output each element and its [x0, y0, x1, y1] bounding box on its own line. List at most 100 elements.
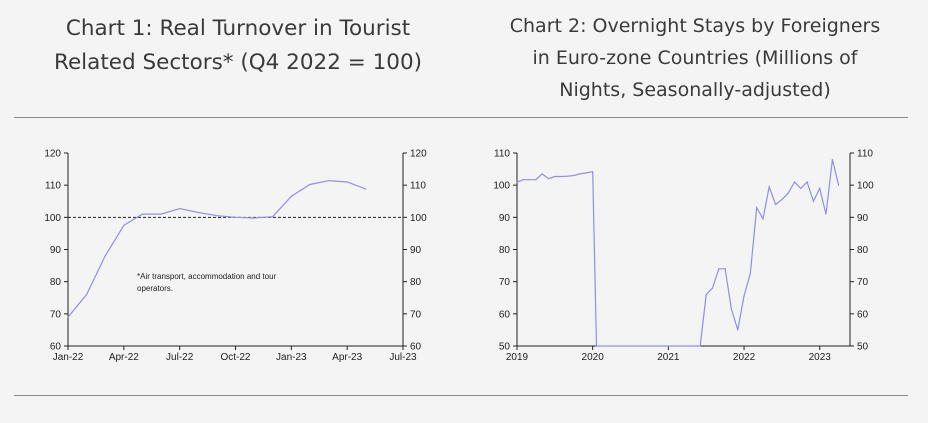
- chart2-data-point: [535, 179, 537, 181]
- top-divider: [14, 117, 908, 118]
- chart2-xtick-label: 2021: [657, 352, 680, 363]
- chart1-annotation-line1: *Air transport, accommodation and tour: [137, 272, 277, 281]
- chart2-ytick-label-right: 70: [857, 277, 869, 288]
- chart1-data-point: [290, 195, 292, 198]
- chart1-ytick-label-right: 100: [410, 213, 427, 224]
- chart2-xtick-label: 2022: [733, 352, 756, 363]
- chart1-data-point: [141, 213, 144, 215]
- chart2-data-point: [730, 308, 733, 310]
- chart2-title-line2: in Euro-zone Countries (Millions of: [532, 47, 858, 69]
- chart2-data-point: [585, 172, 588, 174]
- chart2-data-point: [743, 295, 745, 297]
- chart1-data-point: [179, 208, 181, 210]
- chart2-data-point: [838, 184, 840, 186]
- chart1-ytick-label-right: 110: [410, 181, 426, 192]
- chart1-ytick-label-left: 60: [50, 342, 62, 353]
- chart2-data-point: [566, 175, 569, 177]
- chart2-data-point: [762, 218, 764, 220]
- chart1-xtick-label: Jul-23: [389, 352, 417, 363]
- chart2-data-point: [522, 179, 524, 181]
- chart1-data-point: [272, 216, 274, 218]
- chart2-ytick-label-right: 100: [857, 181, 874, 192]
- chart1-ytick-label-left: 120: [44, 149, 61, 160]
- chart2-data-point: [573, 174, 575, 177]
- chart2-ytick-label-right: 80: [857, 245, 869, 256]
- chart2-ytick-label-left: 110: [494, 149, 510, 160]
- chart2-xtick-label: 2020: [582, 352, 605, 363]
- chart2-data-point: [541, 173, 543, 175]
- chart2-ytick-label-right: 90: [857, 213, 869, 224]
- chart2-data-point: [718, 268, 720, 270]
- chart2-ytick-label-left: 50: [499, 342, 511, 353]
- chart2-data-point: [775, 203, 777, 206]
- chart2-ytick-label-right: 50: [857, 342, 869, 353]
- chart1-data-point: [160, 213, 162, 215]
- chart2-data-point: [711, 287, 714, 289]
- chart1-ytick-label-left: 70: [50, 309, 62, 320]
- chart1-data-point: [197, 211, 199, 214]
- chart1-ytick-label-left: 90: [50, 245, 62, 256]
- chart1-data-point: [86, 293, 88, 296]
- chart1-xtick-label: Jan-23: [276, 352, 307, 363]
- chart2-ytick-label-left: 90: [499, 213, 511, 224]
- chart2-data-point: [749, 273, 751, 275]
- chart2-data-point: [529, 179, 531, 181]
- chart2-data-point: [831, 158, 833, 161]
- chart1-xtick-label: Jan-22: [53, 352, 84, 363]
- chart1-series-line: [67, 180, 367, 318]
- chart1-ytick-label-right: 120: [410, 149, 427, 160]
- chart2-data-point: [819, 187, 821, 189]
- chart2-data-point: [595, 345, 598, 347]
- chart1-xtick-label: Jul-22: [166, 352, 194, 363]
- chart2-title: Chart 2: Overnight Stays by Foreigners i…: [470, 10, 920, 106]
- chart1-ytick-label-right: 80: [410, 277, 422, 288]
- chart1-data-point: [104, 255, 106, 257]
- chart1-data-point: [309, 183, 311, 186]
- chart2-ytick-label-left: 60: [499, 309, 511, 320]
- chart1-ytick-label-left: 100: [44, 213, 61, 224]
- chart1-ytick-label-left: 80: [50, 277, 62, 288]
- chart2-ytick-label-right: 60: [857, 309, 869, 320]
- chart2-data-point: [756, 207, 758, 209]
- chart2-data-point: [579, 173, 581, 175]
- chart1-xtick-label: Oct-22: [220, 352, 250, 363]
- chart2-data-point: [554, 175, 556, 178]
- chart2-data-point: [812, 200, 815, 202]
- chart2-ytick-label-left: 100: [493, 181, 510, 192]
- chart1-xtick-label: Apr-23: [332, 352, 362, 363]
- chart2-data-point: [768, 186, 770, 188]
- chart2-data-point: [592, 171, 594, 173]
- chart2-data-point: [547, 178, 550, 180]
- chart1-data-point: [216, 215, 218, 217]
- chart1-data-point: [123, 224, 125, 226]
- chart1-data-point: [365, 188, 367, 190]
- chart2-data-point: [699, 345, 701, 347]
- chart2-data-point: [787, 192, 789, 194]
- chart2-ytick-label-left: 80: [499, 245, 511, 256]
- chart2-data-point: [800, 187, 802, 189]
- chart2-data-point: [781, 199, 783, 201]
- chart1-title-line1: Chart 1: Real Turnover in Tourist: [65, 16, 411, 41]
- chart2-title-line1: Chart 2: Overnight Stays by Foreigners: [509, 15, 881, 37]
- chart2-data-point: [705, 293, 707, 296]
- chart2-xtick-label: 2023: [809, 352, 832, 363]
- chart1-data-point: [234, 216, 237, 218]
- bottom-divider: [14, 395, 908, 396]
- chart2-xtick-label: 2019: [506, 352, 529, 363]
- chart2-data-point: [724, 268, 726, 270]
- chart2-ytick-label-right: 110: [857, 149, 873, 160]
- chart2-title-line3: Nights, Seasonally-adjusted): [559, 79, 831, 101]
- chart2-series-line: [516, 159, 840, 347]
- chart1-ytick-label-right: 90: [410, 245, 422, 256]
- chart1-data-point: [253, 217, 255, 219]
- chart1-title-line2: Related Sectors* (Q4 2022 = 100): [53, 50, 423, 75]
- chart2-data-point: [560, 175, 562, 178]
- chart2-data-point: [516, 181, 518, 183]
- chart2-data-point: [806, 181, 808, 183]
- chart1-xtick-label: Apr-22: [109, 352, 139, 363]
- chart2-ytick-label-left: 70: [499, 277, 511, 288]
- chart1-title: Chart 1: Real Turnover in Tourist Relate…: [14, 12, 462, 80]
- chart1-data-point: [346, 181, 348, 183]
- chart1-data-point: [327, 180, 330, 182]
